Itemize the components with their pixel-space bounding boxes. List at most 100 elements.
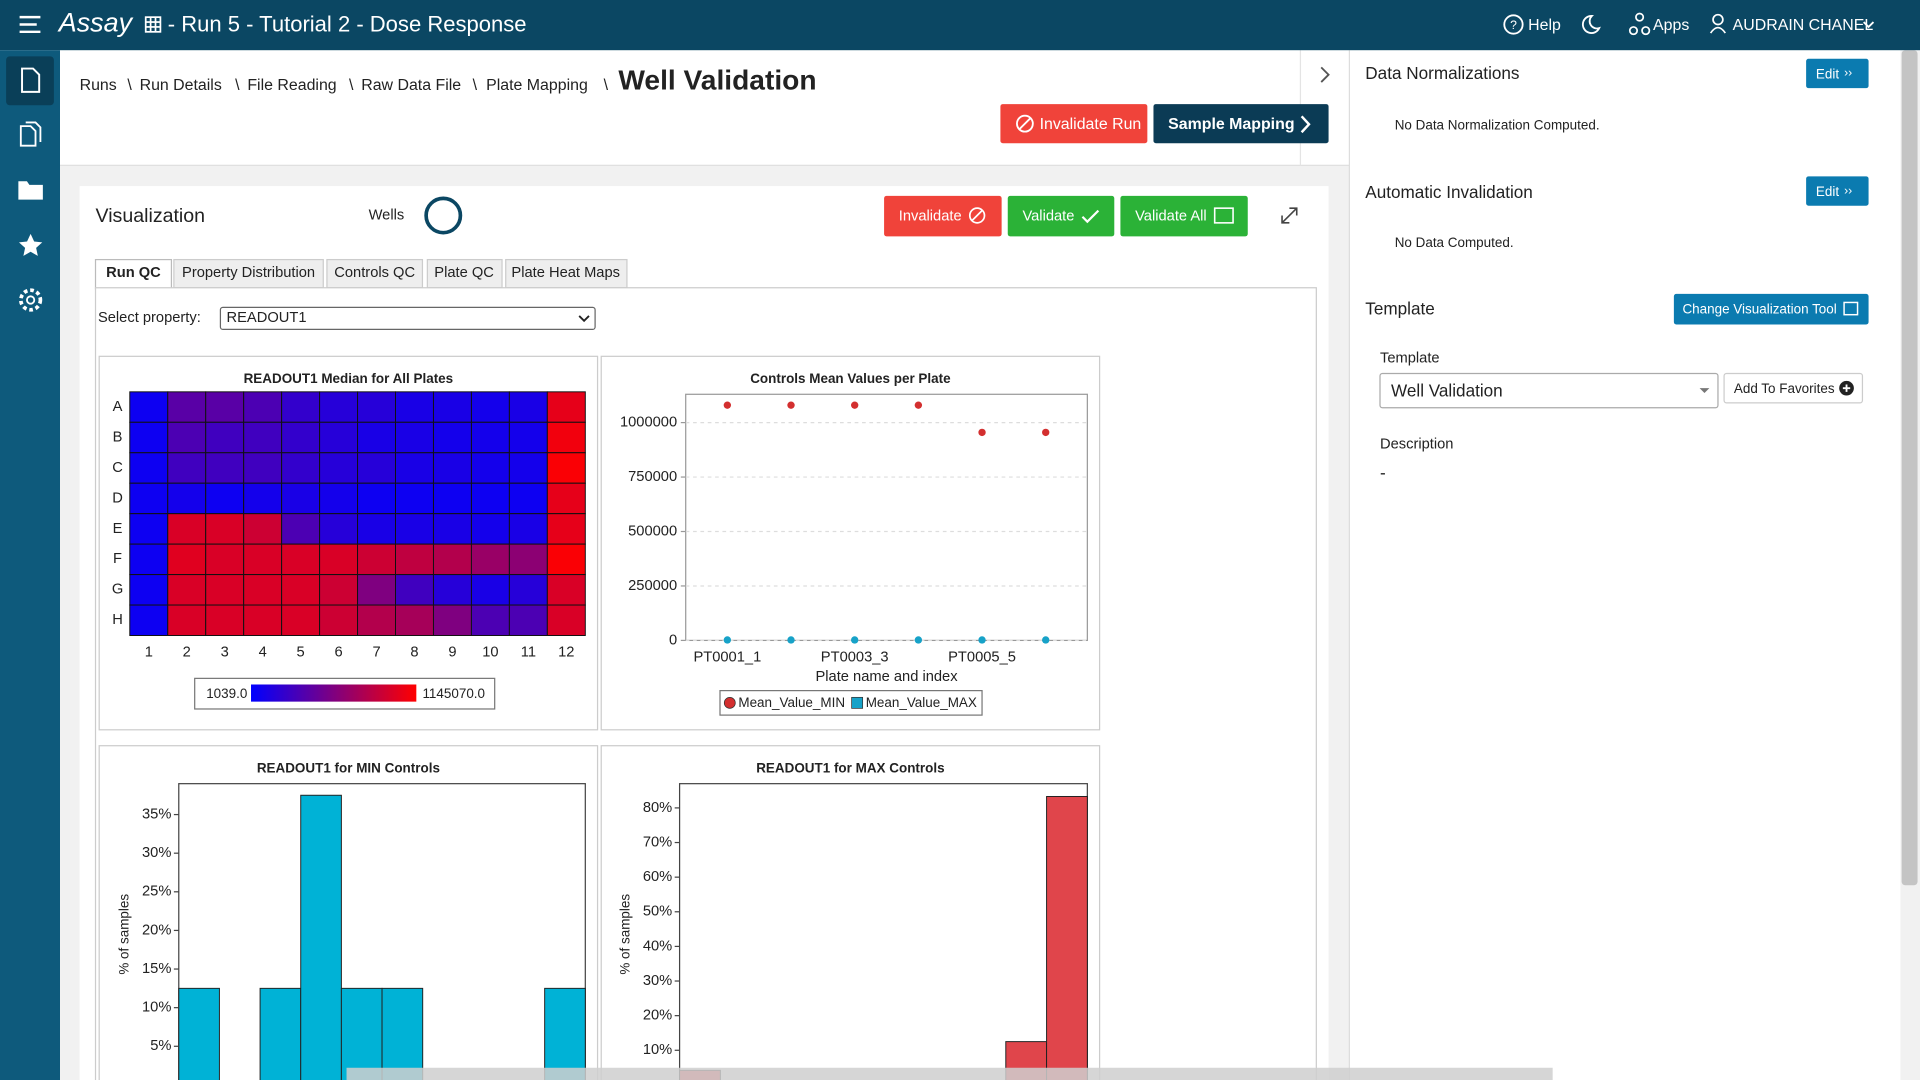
button-label: Invalidate (899, 209, 962, 225)
sample-mapping-button[interactable] (1153, 104, 1329, 144)
data-point (914, 636, 923, 644)
heatmap-cell (281, 421, 321, 454)
user-menu[interactable]: AUDRAIN CHANEL (1733, 17, 1874, 34)
heatmap-cell (243, 391, 283, 423)
y-tick-label: 50% (643, 904, 672, 920)
nav-favorites[interactable] (18, 233, 43, 256)
button-label: Sample Mapping (1168, 116, 1294, 133)
heatmap-cell (205, 452, 245, 484)
breadcrumb-link[interactable]: Plate Mapping (486, 77, 588, 94)
button-label: Edit (1816, 184, 1839, 199)
top-bar (0, 0, 1920, 51)
y-tick-label: 750000 (628, 469, 677, 485)
help-icon[interactable] (1503, 14, 1524, 35)
user-icon (1709, 13, 1727, 34)
add-favorites-button[interactable] (1723, 372, 1864, 404)
heatmap-cell (508, 543, 548, 576)
heatmap-cell (319, 391, 359, 423)
plus-icon (1842, 384, 1851, 392)
row-label: D (112, 490, 123, 506)
heatmap-cell (167, 574, 207, 606)
nav-documents[interactable] (19, 121, 42, 147)
template-select[interactable] (1379, 372, 1719, 409)
data-point (723, 636, 732, 644)
sidebar (0, 50, 60, 1080)
expand-icon[interactable] (1281, 207, 1298, 224)
apps-link[interactable]: Apps (1653, 17, 1689, 34)
breadcrumb-link[interactable]: Run Details (140, 77, 222, 94)
y-tick-label: 5% (150, 1038, 171, 1054)
heatmap-cell (546, 421, 586, 454)
breadcrumbs: Runs \ Run Details \ File Reading \ Raw … (80, 77, 609, 94)
y-axis-label: % of samples (116, 894, 131, 975)
validate-button[interactable] (1007, 195, 1115, 237)
tab-label: Run QC (106, 265, 161, 281)
section-title: Data Normalizations (1365, 63, 1519, 83)
nav-runs[interactable] (21, 67, 41, 93)
nav-folders[interactable] (18, 181, 43, 200)
field-label: Description (1380, 436, 1453, 452)
edit-button[interactable] (1806, 176, 1869, 206)
heatmap-cell (395, 604, 434, 636)
breadcrumb-link[interactable]: Raw Data File (361, 77, 461, 94)
nav-settings[interactable] (18, 288, 43, 312)
y-tick-label: 80% (643, 800, 672, 816)
app-name[interactable]: Assay (57, 8, 134, 38)
heatmap-cell (281, 513, 321, 545)
column-label: 8 (410, 645, 418, 661)
breadcrumb-link[interactable]: Runs (80, 77, 117, 94)
histogram-bar (381, 987, 424, 1080)
tabs: Run QC Property Distribution Controls QC… (94, 258, 628, 290)
row-label: G (112, 582, 123, 598)
dark-mode-toggle[interactable] (1581, 14, 1601, 34)
invalidate-button[interactable] (884, 195, 1002, 237)
invalidate-run-button[interactable] (1000, 104, 1148, 144)
ban-icon (968, 207, 986, 224)
check-icon (1081, 209, 1100, 224)
validate-all-button[interactable] (1120, 195, 1248, 237)
tab-label: Plate QC (434, 265, 494, 281)
histogram-bar (300, 794, 342, 1080)
select-value: READOUT1 (227, 310, 307, 326)
x-tick-label: PT0001_1 (693, 649, 761, 665)
histogram-bar (544, 987, 586, 1080)
heatmap-cell (357, 391, 396, 423)
property-select[interactable] (219, 306, 596, 330)
data-point (787, 401, 795, 409)
heatmap-cell (167, 513, 207, 545)
heatmap-cell (243, 482, 283, 515)
help-link[interactable]: Help (1528, 17, 1561, 34)
column-label: 11 (521, 645, 536, 661)
heatmap-cell (395, 391, 434, 423)
menu-icon[interactable] (19, 15, 41, 34)
heatmap-cell (319, 543, 359, 576)
tab-label: Controls QC (334, 265, 415, 281)
table-icon (1213, 207, 1234, 224)
histogram-bar (259, 987, 302, 1080)
y-tick-label: 20% (643, 1008, 672, 1024)
tab[interactable] (326, 258, 424, 289)
tab-active[interactable] (94, 258, 173, 290)
edit-button[interactable] (1806, 58, 1869, 89)
collapse-panel[interactable] (1320, 66, 1330, 83)
breadcrumb-link[interactable]: File Reading (247, 77, 336, 94)
tab[interactable] (426, 258, 503, 289)
page-title: - Run 5 - Tutorial 2 - Dose Response (168, 12, 527, 37)
section-title: Automatic Invalidation (1365, 182, 1533, 202)
y-tick-label: 70% (643, 834, 672, 850)
data-point (723, 401, 732, 409)
heatmap-cell (129, 482, 169, 515)
bottom-toolbar (346, 1067, 1553, 1080)
dropdown-arrow (1699, 388, 1710, 394)
column-label: 6 (334, 645, 342, 661)
heatmap-cell (243, 574, 283, 606)
tab[interactable] (173, 258, 324, 289)
change-tool-button[interactable] (1673, 293, 1869, 325)
ban-icon (1016, 114, 1034, 133)
tab[interactable] (505, 258, 628, 289)
chart-icon (1843, 301, 1859, 316)
scrollbar-thumb[interactable] (1901, 50, 1918, 886)
heatmap-cell (357, 513, 396, 545)
